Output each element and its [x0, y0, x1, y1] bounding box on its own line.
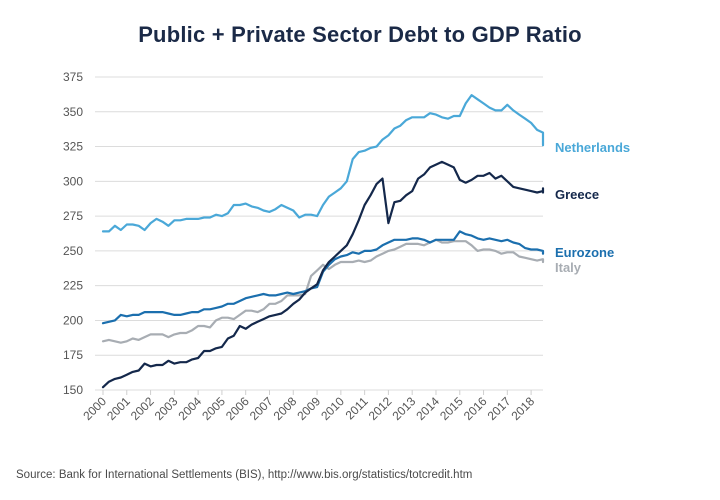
x-tick-label: 2015	[437, 394, 466, 423]
y-tick-label: 300	[63, 174, 83, 188]
x-tick-label: 2009	[294, 394, 323, 423]
x-tick-label: 2000	[80, 394, 109, 423]
y-tick-label: 325	[63, 140, 83, 154]
source-note: Source: Bank for International Settlemen…	[16, 469, 473, 481]
series-line-italy	[101, 238, 545, 344]
gridlines	[95, 76, 543, 391]
x-tick-label: 2016	[461, 394, 490, 423]
x-tick-label: 2018	[508, 394, 537, 423]
y-tick-label: 200	[63, 313, 83, 327]
legend-label-eurozone: Eurozone	[555, 245, 614, 260]
y-tick-label: 150	[63, 383, 83, 397]
x-tick-label: 2001	[104, 394, 133, 423]
x-tick-label: 2003	[152, 394, 181, 423]
x-tick-label: 2006	[223, 394, 252, 423]
x-tick-label: 2013	[390, 394, 419, 423]
legend-label-italy: Italy	[555, 260, 582, 275]
y-axis: 150 175 200 225 250 275 300 325 350 375	[63, 70, 83, 397]
series-line-eurozone	[101, 230, 545, 325]
x-tick-label: 2008	[271, 394, 300, 423]
x-tick-label: 2010	[318, 394, 347, 423]
x-tick-label: 2017	[485, 394, 514, 423]
x-tick-label: 2002	[128, 394, 157, 423]
x-tick-label: 2014	[413, 394, 442, 423]
y-tick-label: 175	[63, 348, 83, 362]
y-tick-label: 275	[63, 209, 83, 223]
series-line-netherlands	[101, 93, 545, 233]
x-tick-label: 2012	[366, 394, 395, 423]
y-tick-label: 250	[63, 244, 83, 258]
series-line-greece	[101, 160, 545, 389]
x-tick-label: 2004	[175, 394, 204, 423]
legend-label-netherlands: Netherlands	[555, 140, 630, 155]
y-tick-label: 375	[63, 70, 83, 84]
legend-label-greece: Greece	[555, 187, 599, 202]
chart-title: Public + Private Sector Debt to GDP Rati…	[138, 22, 582, 47]
y-tick-label: 225	[63, 279, 83, 293]
x-tick-label: 2007	[247, 394, 276, 423]
x-tick-label: 2005	[199, 394, 228, 423]
series-lines	[101, 93, 545, 389]
x-axis: 2000200120022003200420052006200720082009…	[80, 390, 537, 423]
y-tick-label: 350	[63, 105, 83, 119]
x-tick-label: 2011	[343, 394, 371, 422]
